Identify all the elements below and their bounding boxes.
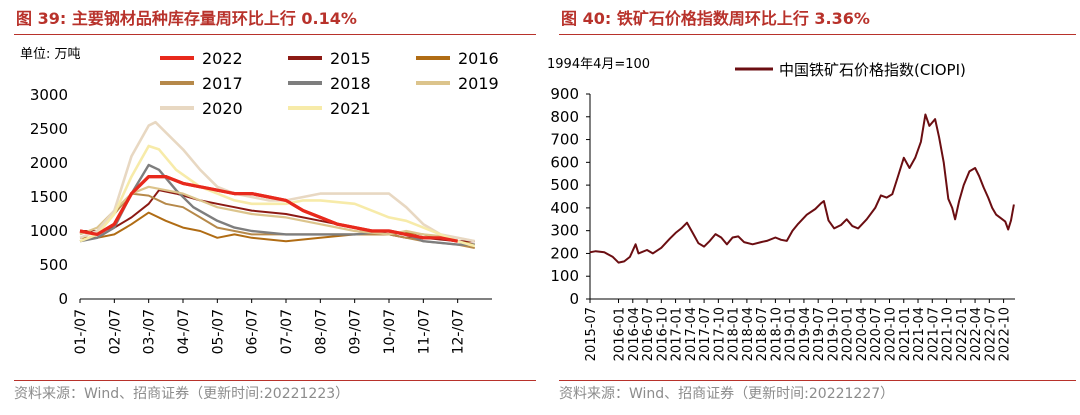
x-tick-label: 11-/07	[416, 309, 432, 354]
left-title-prefix: 图 39:	[16, 9, 67, 28]
left-title-text: 主要钢材品种库存量周环比上行 0.14%	[71, 9, 357, 28]
legend-label-2016: 2016	[458, 49, 499, 68]
left-source-note: 资料来源：Wind、招商证券（更新时间:20221223）	[14, 386, 350, 402]
x-tick-label: 04-/07	[176, 309, 192, 354]
y-tick-label: 1500	[30, 188, 68, 206]
x-tick-label: 2016-07	[641, 307, 656, 361]
x-tick-label: 2016-01	[613, 307, 628, 361]
x-tick-label: 08-/07	[313, 309, 329, 354]
x-tick-label: 2018-10	[769, 307, 784, 361]
series-line-ciopi	[589, 113, 1015, 264]
x-tick-label: 2017-07	[698, 307, 713, 361]
x-tick-label: 2017-10	[712, 307, 727, 361]
x-tick-label: 01-/07	[73, 309, 89, 354]
y-tick-label: 500	[550, 176, 579, 194]
right-source-rule	[559, 380, 1076, 381]
x-tick-label: 2018-07	[755, 307, 770, 361]
legend-label-2021: 2021	[330, 99, 371, 118]
legend-label-2022: 2022	[202, 49, 243, 68]
right-source-note: 资料来源：Wind、招商证券（更新时间:20221227）	[559, 386, 895, 402]
x-tick-label: 2019-07	[812, 307, 827, 361]
x-tick-label: 2017-04	[684, 307, 699, 361]
y-tick-label: 0	[58, 290, 68, 308]
left-chart-title: 图 39: 主要钢材品种库存量周环比上行 0.14%	[16, 6, 534, 32]
right-chart-panel: 图 40: 铁矿石价格指数周环比上行 3.36% 1994年4月=100 0 100…	[545, 0, 1080, 415]
legend-label-2017: 2017	[202, 74, 243, 93]
unit-label: 单位: 万吨	[20, 47, 81, 62]
x-tick-label: 03-/07	[142, 309, 158, 354]
series-line-2020	[79, 120, 476, 243]
y-tick-label: 300	[550, 222, 579, 240]
left-source-rule	[14, 380, 536, 381]
x-tick-label: 2022-07	[983, 307, 998, 361]
y-tick-label: 500	[39, 256, 68, 274]
y-tick-label: 2500	[30, 120, 68, 138]
legend-label-2018: 2018	[330, 74, 371, 93]
x-tick-label: 2019-10	[826, 307, 841, 361]
x-tick-label: 2016-04	[627, 307, 642, 361]
x-tick-label: 07-/07	[279, 309, 295, 354]
x-tick-label: 10-/07	[382, 309, 398, 354]
x-tick-label: 2021-07	[926, 307, 941, 361]
x-tick-label: 2017-01	[670, 307, 685, 361]
left-title-rule	[14, 34, 536, 35]
y-tick-label: 0	[569, 290, 579, 308]
x-tick-label: 2022-01	[955, 307, 970, 361]
iron-ore-chart: 1994年4月=100 0 100 200 300 400 500 600 700 800 900 2…	[547, 57, 1015, 361]
y-tick-label: 1000	[30, 222, 68, 240]
y-tick-label: 3000	[30, 86, 68, 104]
y-tick-label: 600	[550, 153, 579, 171]
x-tick-label: 2018-01	[727, 307, 742, 361]
x-tick-label: 2016-10	[655, 307, 670, 361]
x-tick-label: 06-/07	[245, 309, 261, 354]
legend-label-2019: 2019	[458, 74, 499, 93]
y-tick-label: 800	[550, 108, 579, 126]
left-chart-panel: 图 39: 主要钢材品种库存量周环比上行 0.14% 单位: 万吨 0 500 100…	[14, 6, 536, 402]
x-tick-label: 2019-01	[784, 307, 799, 361]
legend-label-ciopi: 中国铁矿石价格指数(CIOPI)	[779, 61, 966, 79]
legend-label-2015: 2015	[330, 49, 371, 68]
right-title-rule	[559, 34, 1076, 35]
x-tick-label: 2020-01	[841, 307, 856, 361]
x-tick-label: 2020-10	[883, 307, 898, 361]
x-tick-label: 12-/07	[451, 309, 467, 354]
y-tick-label: 900	[550, 85, 579, 103]
y-tick-label: 700	[550, 131, 579, 149]
x-tick-label: 2018-04	[741, 307, 756, 361]
series-line-2021	[79, 144, 476, 248]
x-tick-label: 2022-04	[969, 307, 984, 361]
x-tick-label: 05-/07	[210, 309, 226, 354]
x-tick-label: 09-/07	[348, 309, 364, 354]
y-tick-label: 200	[550, 244, 579, 262]
x-tick-label: 2020-04	[855, 307, 870, 361]
x-tick-label: 2021-04	[912, 307, 927, 361]
y-tick-label: 2000	[30, 154, 68, 172]
x-tick-label: 2021-01	[898, 307, 913, 361]
right-chart-title: 图 40: 铁矿石价格指数周环比上行 3.36%	[561, 6, 1074, 32]
y-tick-label: 100	[550, 267, 579, 285]
base-annotation: 1994年4月=100	[547, 57, 650, 72]
y-tick-label: 400	[550, 199, 579, 217]
x-tick-label: 2019-04	[798, 307, 813, 361]
x-tick-label: 2020-07	[869, 307, 884, 361]
inventory-chart: 单位: 万吨 0 500 1000 1500 2000 2500 3000 01-/07 02-/…	[20, 47, 499, 354]
right-title-text: 铁矿石价格指数周环比上行 3.36%	[616, 9, 870, 28]
x-tick-label: 02-/07	[107, 309, 123, 354]
x-tick-label: 2021-10	[941, 307, 956, 361]
x-tick-label: 2015-07	[584, 307, 599, 361]
x-tick-label: 2022-10	[998, 307, 1013, 361]
legend-label-2020: 2020	[202, 99, 243, 118]
series-line-2022-top	[79, 175, 459, 243]
right-title-prefix: 图 40:	[561, 9, 612, 28]
